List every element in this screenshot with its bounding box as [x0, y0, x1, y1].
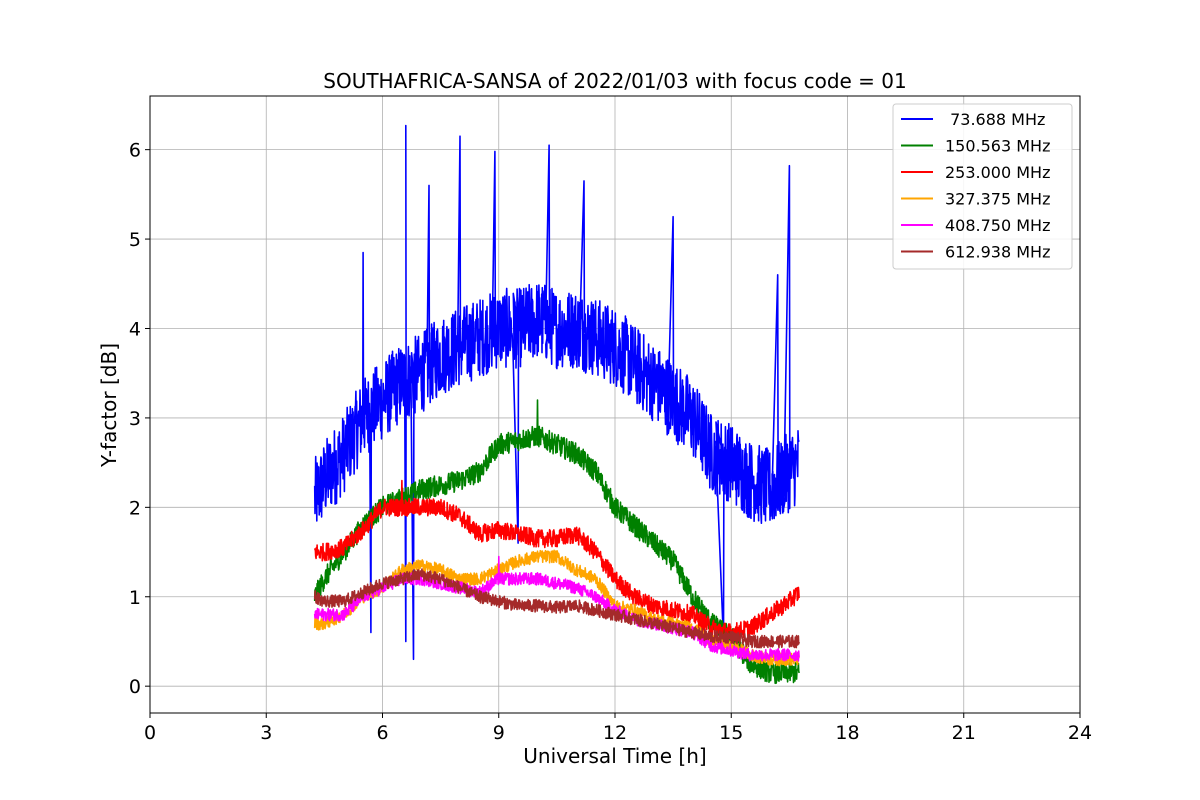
legend-label: 327.375 MHz — [945, 190, 1050, 209]
x-tick-label: 18 — [835, 722, 859, 744]
y-ticks: 0 1 2 3 4 5 6 — [129, 140, 150, 698]
legend-label: 253.000 MHz — [945, 163, 1050, 182]
x-axis-label: Universal Time [h] — [523, 744, 706, 768]
x-tick-label: 0 — [144, 722, 156, 744]
y-tick-label: 1 — [129, 587, 141, 609]
series-line-0 — [313, 124, 800, 661]
y-axis-label: Y-factor [dB] — [97, 343, 121, 468]
y-tick-label: 0 — [129, 676, 141, 698]
y-tick-label: 5 — [129, 229, 141, 251]
x-tick-label: 9 — [493, 722, 505, 744]
chart-title: SOUTHAFRICA-SANSA of 2022/01/03 with foc… — [323, 69, 907, 93]
legend-box — [892, 103, 1073, 270]
legend-label: 150.563 MHz — [945, 137, 1050, 156]
series-line-5 — [313, 568, 800, 649]
y-tick-label: 4 — [129, 318, 141, 340]
x-tick-label: 12 — [603, 722, 627, 744]
legend-label: 408.750 MHz — [945, 216, 1050, 235]
legend-label: 612.938 MHz — [945, 243, 1050, 262]
x-tick-label: 24 — [1068, 722, 1092, 744]
legend: 73.688 MHz 150.563 MHz 253.000 MHz 327.375 … — [892, 103, 1073, 270]
series-line-2 — [313, 479, 800, 642]
y-tick-label: 6 — [129, 140, 141, 162]
x-tick-label: 21 — [952, 722, 976, 744]
x-ticks: 0 3 6 9 12 15 18 21 24 — [144, 713, 1092, 744]
y-tick-label: 2 — [129, 497, 141, 519]
legend-label: 73.688 MHz — [945, 110, 1045, 129]
plot-series-group — [313, 124, 800, 685]
y-tick-label: 3 — [129, 408, 141, 430]
x-tick-label: 3 — [260, 722, 272, 744]
x-tick-label: 6 — [376, 722, 388, 744]
x-tick-label: 15 — [719, 722, 743, 744]
